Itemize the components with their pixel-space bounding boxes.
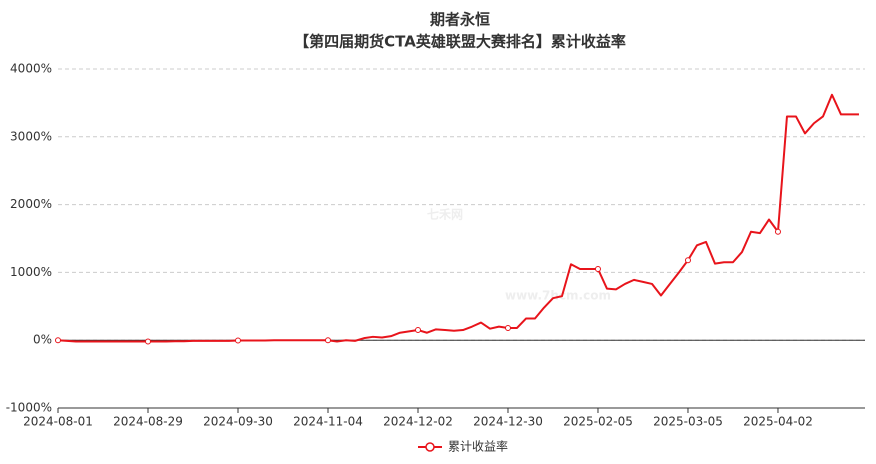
point-marker: [234, 337, 241, 344]
point-marker: [55, 337, 61, 344]
y-tick-label: 4000%: [10, 62, 52, 76]
x-tick-label: 2024-08-29: [113, 415, 183, 429]
legend-label: 累计收益率: [448, 439, 508, 454]
point-marker: [684, 257, 691, 264]
x-tick-label: 2024-09-30: [203, 415, 273, 429]
y-tick-label: 0%: [33, 333, 52, 347]
x-tick-label: 2024-12-30: [473, 415, 543, 429]
y-tick-label: 2000%: [10, 197, 52, 211]
watermark: 七禾网: [427, 208, 463, 222]
x-tick-label: 2025-02-05: [563, 415, 633, 429]
x-tick-label: 2024-11-04: [293, 415, 363, 429]
point-marker: [774, 228, 781, 235]
chart-subtitle: 【第四届期货CTA英雄联盟大赛排名】累计收益率: [294, 33, 626, 51]
x-tick-label: 2024-12-02: [383, 415, 453, 429]
x-tick-label: 2024-08-01: [23, 415, 93, 429]
watermark-url: www.7hcm.com: [505, 289, 611, 303]
x-tick-label: 2025-03-05: [653, 415, 723, 429]
point-marker: [414, 327, 421, 334]
series-line: [57, 93, 859, 343]
point-marker: [504, 324, 511, 331]
legend-marker: [425, 442, 435, 452]
y-tick-label: 3000%: [10, 129, 52, 143]
y-tick-label: -1000%: [6, 401, 52, 415]
y-tick-label: 1000%: [10, 265, 52, 279]
point-marker: [594, 266, 601, 273]
point-marker: [144, 338, 151, 345]
point-marker: [324, 337, 331, 344]
chart-title: 期者永恒: [430, 11, 490, 29]
x-tick-label: 2025-04-02: [743, 415, 813, 429]
